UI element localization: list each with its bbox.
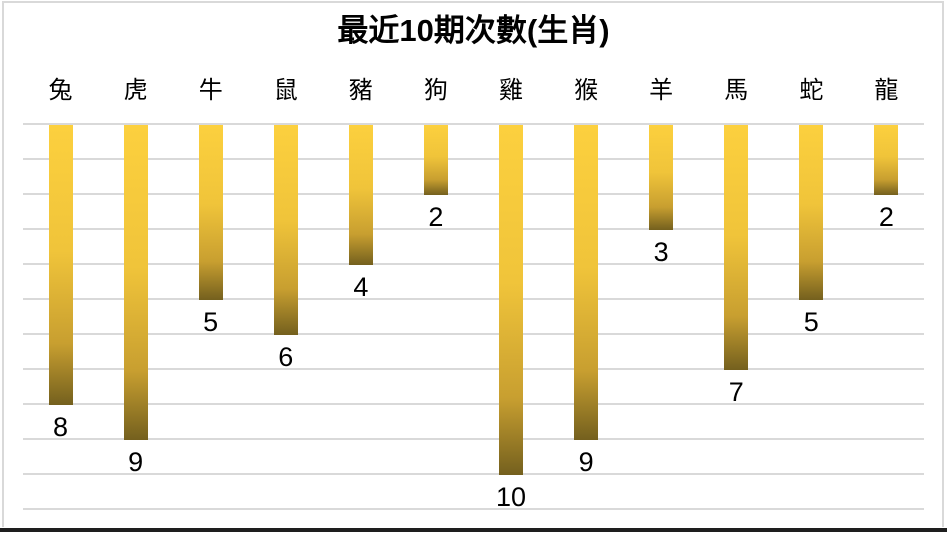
bar-value-label: 9 [128,447,144,477]
bar-column: 10 [473,125,548,511]
bar-column: 9 [549,125,624,476]
bar [273,125,298,335]
bar-value-label: 9 [578,447,594,477]
category-label: 鼠 [273,77,298,104]
chart-frame-left-border [2,1,4,527]
bar [423,125,448,195]
bar-column: 4 [323,125,398,301]
bar-column: 8 [23,125,98,441]
category-label: 羊 [649,77,674,104]
bar-value-label: 5 [803,307,819,337]
category-label: 龍 [874,77,899,104]
category-label: 狗 [423,77,448,104]
bar-value-label: 8 [53,412,69,442]
bar [874,125,899,195]
bar [198,125,223,300]
bar-value-label: 10 [495,482,527,512]
chart-bottom-edge [0,528,947,532]
category-label: 豬 [348,77,373,104]
bar-column: 2 [398,125,473,231]
bar-value-label: 7 [728,377,744,407]
plot-area: 8 9 5 6 4 2 10 9 3 7 5 2 [23,123,924,511]
category-axis: 兔 虎 牛 鼠 豬 狗 雞 猴 羊 馬 蛇 龍 [23,77,924,104]
bar [799,125,824,300]
bar [574,125,599,440]
bar-value-label: 2 [428,202,444,232]
category-label: 牛 [198,77,223,104]
category-label: 馬 [724,77,749,104]
bar [649,125,674,230]
bar [724,125,749,370]
bar [499,125,523,475]
bar-column: 2 [849,125,924,231]
bar-value-label: 3 [653,237,669,267]
bar [348,125,373,265]
chart-title: 最近10期次數(生肖) [337,13,610,48]
category-label: 虎 [123,77,148,104]
bar-column: 9 [98,125,173,476]
category-label: 猴 [574,77,599,104]
bar [123,125,148,440]
bar-column: 6 [248,125,323,371]
bar-value-label: 4 [353,272,369,302]
chart-frame-top-border [2,1,944,3]
bar-column: 5 [774,125,849,336]
bar-value-label: 6 [278,342,294,372]
bar-series: 8 9 5 6 4 2 10 9 3 7 5 2 [23,125,924,511]
bar-value-label: 2 [878,202,894,232]
chart-frame-right-border [942,1,944,527]
bar-column: 5 [173,125,248,336]
bar [48,125,73,405]
bar-column: 3 [624,125,699,266]
bar-value-label: 5 [203,307,219,337]
bar-column: 7 [699,125,774,406]
category-label: 蛇 [799,77,824,104]
category-label: 雞 [499,77,523,104]
category-label: 兔 [48,77,73,104]
